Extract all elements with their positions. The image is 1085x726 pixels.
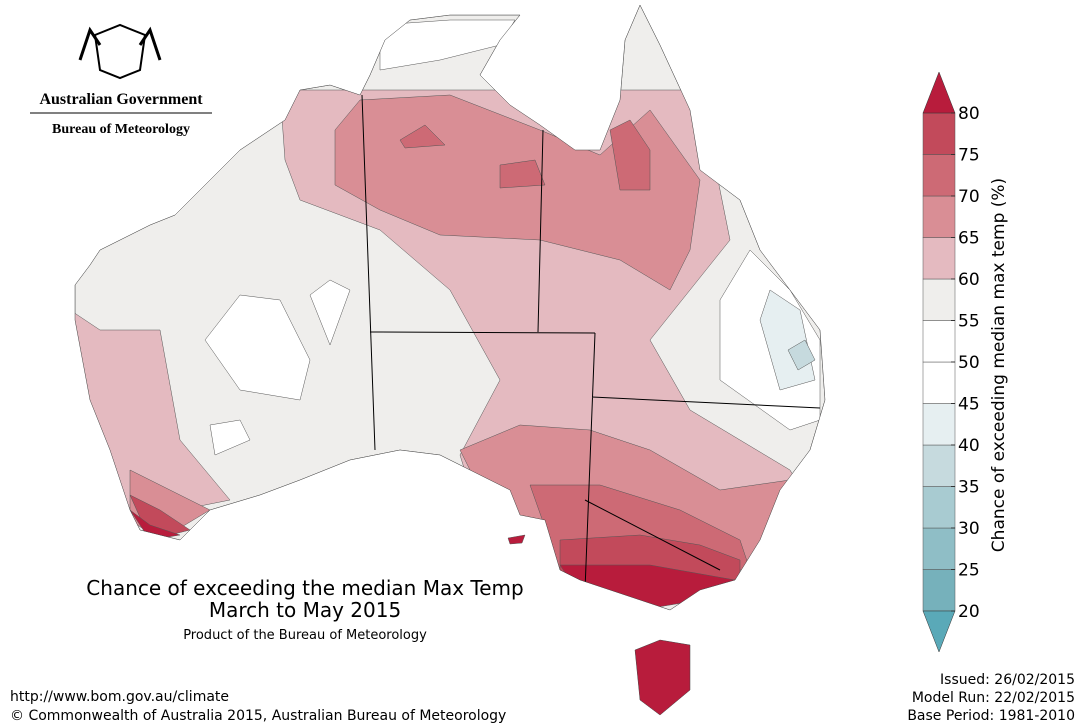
dept-name: Bureau of Meteorology [52, 122, 190, 137]
base-period: Base Period: 1981-2010 [907, 708, 1075, 724]
url: http://www.bom.gov.au/climate [10, 689, 229, 705]
logo: Australian Government Bureau of Meteorol… [30, 23, 212, 137]
legend-swatch [922, 444, 956, 487]
legend-tick-label: 55 [958, 312, 980, 332]
map [74, 4, 826, 716]
legend-tick-label: 45 [958, 395, 980, 415]
legend-swatch [922, 278, 956, 321]
legend-swatch [922, 486, 956, 529]
map-credit: Product of the Bureau of Meteorology [183, 628, 427, 643]
legend-tick-label: 65 [958, 229, 980, 249]
legend-tick-label: 25 [958, 561, 980, 581]
map-title: Chance of exceeding the median Max Temp [86, 576, 523, 600]
legend-tick-label: 40 [958, 436, 980, 456]
legend-tick-label: 35 [958, 478, 980, 498]
legend-swatch [922, 237, 956, 280]
model-run: Model Run: 22/02/2015 [912, 690, 1075, 706]
legend-swatch [922, 112, 956, 155]
org-name: Australian Government [39, 91, 203, 108]
legend-tick-label: 70 [958, 187, 980, 207]
legend-tick-label: 60 [958, 270, 980, 290]
copyright: © Commonwealth of Australia 2015, Austra… [10, 708, 506, 724]
legend-tick-label: 20 [958, 602, 980, 622]
legend-under [922, 610, 956, 653]
legend-tick-label: 30 [958, 519, 980, 539]
legend-swatch [922, 361, 956, 404]
legend-swatch [922, 154, 956, 197]
legend-swatch [922, 403, 956, 446]
legend-swatch [922, 320, 956, 363]
legend-over [922, 71, 956, 114]
issued: Issued: 26/02/2015 [940, 672, 1075, 688]
legend-label: Chance of exceeding median max temp (%) [989, 178, 1009, 552]
map-period: March to May 2015 [209, 598, 401, 622]
legend-tick-label: 50 [958, 353, 980, 373]
legend-tick-label: 80 [958, 104, 980, 124]
legend-swatch [922, 527, 956, 570]
legend-swatch [922, 195, 956, 238]
legend-swatch [922, 569, 956, 612]
legend: 20 25 30 35 40 45 50 55 60 65 70 75 80 [922, 71, 980, 653]
legend-tick-label: 75 [958, 146, 980, 166]
